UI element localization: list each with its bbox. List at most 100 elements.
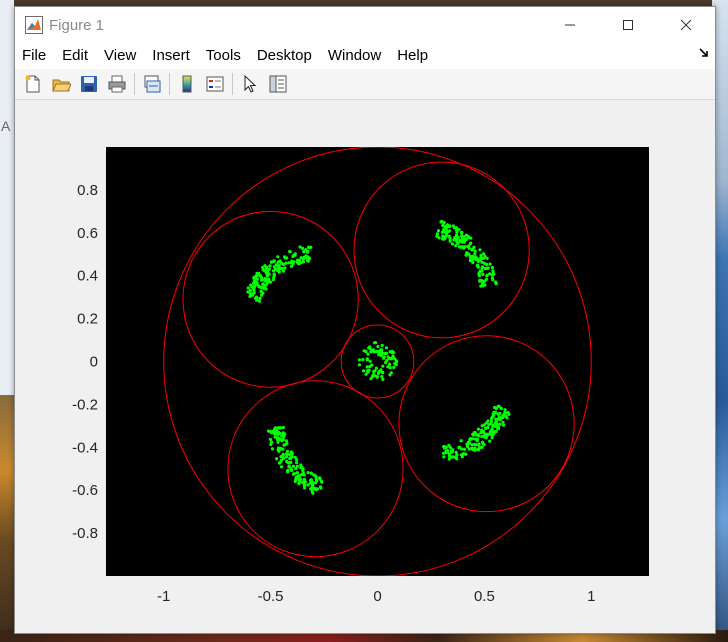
data-point xyxy=(478,279,482,283)
y-tick-label: -0.4 xyxy=(72,439,98,456)
data-point xyxy=(279,465,284,469)
data-point xyxy=(365,365,369,369)
data-point xyxy=(292,472,297,476)
data-point xyxy=(275,457,279,461)
data-point xyxy=(386,355,390,359)
data-point xyxy=(276,440,280,444)
data-point xyxy=(467,447,471,451)
menu-file[interactable]: File xyxy=(22,47,47,64)
data-point xyxy=(270,260,274,264)
data-point xyxy=(477,442,481,446)
data-point xyxy=(306,483,310,487)
data-point xyxy=(282,456,286,460)
menu-window[interactable]: Window xyxy=(327,47,382,64)
edit-plot-button[interactable] xyxy=(236,71,264,97)
data-point xyxy=(302,250,306,254)
data-point xyxy=(479,431,483,435)
data-point xyxy=(441,228,446,232)
data-point xyxy=(381,377,385,381)
data-point xyxy=(308,245,312,250)
link-plot-icon xyxy=(144,75,161,93)
figure-canvas: -1 -0.5 0 0.5 1 0.8 0.6 0.4 0.2 0 -0.2 -0.4 -0.6 -0.… xyxy=(15,101,715,633)
minimize-button[interactable] xyxy=(541,7,599,43)
menu-view[interactable]: View xyxy=(104,47,137,64)
data-point xyxy=(378,351,382,355)
x-tick-labels: -1 -0.5 0 0.5 1 xyxy=(157,588,595,605)
data-point xyxy=(450,455,454,459)
data-point xyxy=(365,358,369,362)
data-point xyxy=(480,445,484,449)
title-bar[interactable]: Figure 1 xyxy=(15,7,715,43)
data-point xyxy=(456,241,460,245)
data-point xyxy=(314,475,318,479)
data-point xyxy=(295,458,299,462)
data-point xyxy=(295,258,300,262)
data-point xyxy=(284,455,289,459)
menu-help[interactable]: Help xyxy=(397,47,429,64)
data-point xyxy=(267,277,271,281)
data-point xyxy=(314,488,318,492)
data-point xyxy=(373,341,378,345)
data-point xyxy=(485,256,489,260)
print-icon xyxy=(108,75,126,93)
data-point xyxy=(495,420,499,424)
data-point xyxy=(289,467,293,471)
data-point xyxy=(482,252,486,256)
data-point xyxy=(496,412,500,416)
maximize-button[interactable] xyxy=(599,7,657,43)
data-point xyxy=(298,477,303,481)
insert-legend-button[interactable] xyxy=(201,71,229,97)
print-button[interactable] xyxy=(103,71,131,97)
data-point xyxy=(357,363,362,367)
data-point xyxy=(472,255,476,259)
data-point xyxy=(276,269,280,273)
data-point xyxy=(311,484,315,488)
plot-figure[interactable]: -1 -0.5 0 0.5 1 0.8 0.6 0.4 0.2 0 -0.2 -0.4 -0.6 -0.… xyxy=(15,101,715,633)
data-point xyxy=(499,407,503,411)
data-point xyxy=(488,430,492,434)
insert-colorbar-button[interactable] xyxy=(173,71,201,97)
data-point xyxy=(460,233,464,238)
x-tick-label: -1 xyxy=(157,588,170,605)
menu-edit[interactable]: Edit xyxy=(62,47,89,64)
data-point xyxy=(494,429,498,434)
data-point xyxy=(273,267,277,272)
y-tick-label: 0.6 xyxy=(77,225,98,242)
data-point xyxy=(271,429,275,433)
data-point xyxy=(482,279,486,283)
data-point xyxy=(464,237,468,242)
data-point xyxy=(490,415,494,419)
menu-insert[interactable]: Insert xyxy=(152,47,190,64)
data-point xyxy=(447,234,451,238)
save-button[interactable] xyxy=(75,71,103,97)
menu-desktop[interactable]: Desktop xyxy=(256,47,312,64)
property-inspector-button[interactable] xyxy=(264,71,292,97)
data-point xyxy=(435,234,439,238)
data-point xyxy=(280,439,284,443)
link-plot-button[interactable] xyxy=(138,71,166,97)
insert-colorbar-icon xyxy=(182,75,192,93)
axes-background[interactable] xyxy=(106,147,649,576)
data-point xyxy=(288,249,292,254)
new-figure-button[interactable] xyxy=(19,71,47,97)
data-point xyxy=(446,230,450,234)
data-point xyxy=(473,431,477,435)
data-point xyxy=(380,375,384,379)
menu-tools[interactable]: Tools xyxy=(205,47,241,64)
data-point xyxy=(253,296,258,300)
x-tick-label: 1 xyxy=(587,588,595,605)
x-tick-label: -0.5 xyxy=(258,588,284,605)
data-point xyxy=(263,264,267,268)
data-point xyxy=(372,369,376,374)
data-point xyxy=(279,446,283,450)
data-point xyxy=(505,416,509,420)
data-point xyxy=(309,478,313,482)
dock-arrow-icon[interactable] xyxy=(699,48,709,58)
open-file-button[interactable] xyxy=(47,71,75,97)
data-point xyxy=(268,280,272,284)
data-point xyxy=(458,245,462,249)
close-button[interactable] xyxy=(657,7,715,43)
maximize-icon xyxy=(623,20,633,30)
data-point xyxy=(454,244,458,248)
data-point xyxy=(371,373,375,377)
